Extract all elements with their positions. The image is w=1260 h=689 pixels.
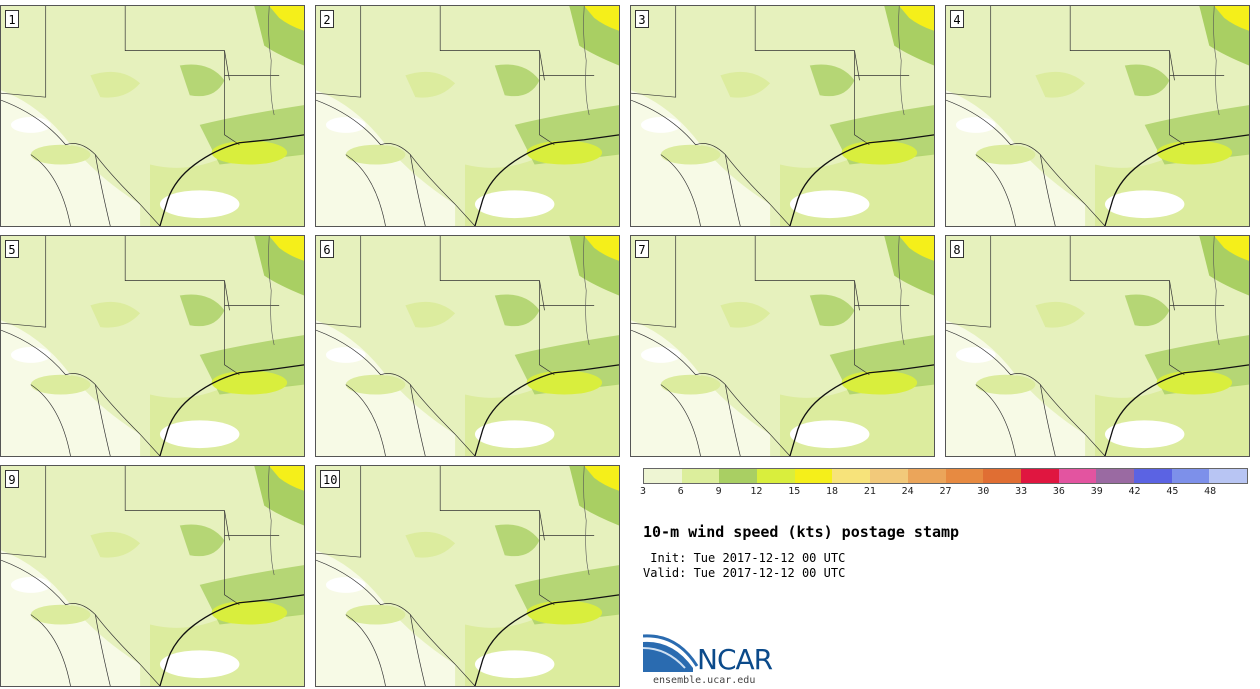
colorbar-tick-label: 18 [826,486,839,497]
colorbar-tick-label: 36 [1052,486,1065,497]
colorbar-tick-label: 30 [977,486,990,497]
colorbar-tick-label: 3 [639,486,647,497]
ensemble-member-panel: 4 [945,5,1250,227]
member-number-label: 4 [950,10,964,28]
member-number-label: 6 [320,240,334,258]
ensemble-member-panel: 7 [630,235,935,457]
colorbar-tick-label: 15 [788,486,801,497]
ensemble-member-panel: 10 [315,465,620,687]
member-number-label: 8 [950,240,964,258]
member-number-label: 5 [5,240,19,258]
ncar-logo-icon [643,634,699,672]
ensemble-member-panel: 8 [945,235,1250,457]
ensemble-member-panel: 1 [0,5,305,227]
ensemble-url: ensemble.ucar.edu [653,675,756,686]
colorbar-tick-label: 6 [677,486,684,497]
colorbar-segment [719,469,758,483]
colorbar-segment [1020,469,1059,483]
ensemble-member-panel: 6 [315,235,620,457]
ensemble-member-panel: 2 [315,5,620,227]
wind-speed-colorbar [643,468,1248,484]
colorbar-segment [1058,469,1097,483]
colorbar-segment [945,469,984,483]
member-number-label: 9 [5,470,19,488]
member-number-label: 3 [635,10,649,28]
colorbar-segment [1171,469,1210,483]
ensemble-member-panel: 5 [0,235,305,457]
colorbar-segment [757,469,795,483]
member-number-label: 7 [635,240,649,258]
member-number-label: 2 [320,10,334,28]
colorbar-segment [907,469,946,483]
colorbar-tick-label: 12 [750,486,763,497]
colorbar-segment [870,469,908,483]
ncar-logo-text: NCAR [697,643,773,676]
colorbar-tick-label: 33 [1015,486,1028,497]
figure-title: 10-m wind speed (kts) postage stamp [643,523,960,541]
colorbar-tick-label: 24 [901,486,914,497]
colorbar-tick-label: 27 [939,486,952,497]
colorbar-segment [794,469,833,483]
init-time: Init: Tue 2017-12-12 00 UTC [643,551,846,565]
member-number-label: 10 [320,470,341,488]
ensemble-member-panel: 3 [630,5,935,227]
colorbar-tick-label: 48 [1204,486,1217,497]
colorbar-segment [644,469,682,483]
colorbar-tick-label: 9 [715,486,722,497]
colorbar-tick-label: 45 [1166,486,1179,497]
colorbar-segment [681,469,720,483]
colorbar-segment [983,469,1021,483]
colorbar-segment [832,469,871,483]
colorbar-segment [1209,469,1247,483]
colorbar-segment [1133,469,1172,483]
member-number-label: 1 [5,10,19,28]
colorbar-tick-label: 39 [1090,486,1103,497]
colorbar-tick-label: 42 [1128,486,1141,497]
colorbar-segment [1096,469,1134,483]
valid-time: Valid: Tue 2017-12-12 00 UTC [643,566,846,580]
colorbar-tick-labels: 3 6 9 12 15 18 21 24 27 30 33 36 39 42 45 48 [639,486,1248,500]
ensemble-member-panel: 9 [0,465,305,687]
colorbar-tick-label: 21 [863,486,876,497]
